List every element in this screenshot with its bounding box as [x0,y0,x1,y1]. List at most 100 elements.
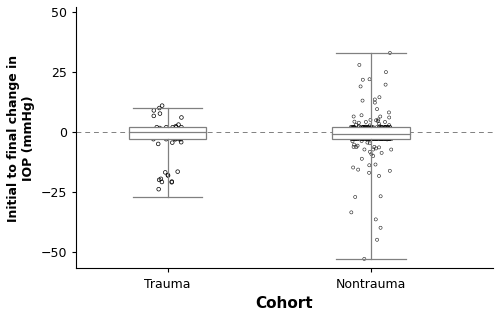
Point [171,127,179,132]
Point [385,122,393,128]
Point [388,133,396,138]
Point [384,129,392,135]
Point [373,136,381,141]
Point [382,127,390,132]
Point [384,125,392,130]
Point [382,70,390,75]
Point [162,134,170,139]
Point [366,141,374,146]
Point [160,128,168,133]
Point [350,142,358,147]
Point [376,225,384,230]
Point [372,217,380,222]
Point [348,128,356,133]
Point [382,133,390,138]
Point [162,170,170,175]
Point [385,115,393,120]
Point [366,137,374,142]
Point [378,150,386,156]
Point [356,84,364,89]
Point [365,170,373,175]
Point [378,137,386,142]
Point [348,139,356,144]
Point [378,133,386,138]
Point [155,177,163,183]
Point [364,137,372,142]
Y-axis label: Initial to final change in
IOP (mmHg): Initial to final change in IOP (mmHg) [7,54,35,222]
Point [385,137,393,142]
Point [370,126,378,131]
Point [357,136,365,141]
Point [370,137,378,142]
Point [358,137,366,142]
Point [175,137,183,142]
Point [350,125,358,130]
Point [380,135,388,140]
Point [177,128,185,133]
Point [354,137,362,142]
Point [352,137,360,142]
Point [374,129,382,135]
Point [372,135,380,140]
Point [349,165,357,170]
Point [388,137,396,142]
Point [382,127,390,132]
Point [348,125,356,130]
Point [377,137,385,142]
Point [157,176,165,181]
Point [350,127,358,132]
Point [374,129,382,134]
Point [168,179,176,184]
Point [350,126,358,131]
Point [174,135,182,141]
Point [368,135,376,140]
Point [366,133,374,138]
Point [386,168,394,173]
Point [348,127,356,132]
Point [356,128,364,133]
Point [369,147,377,152]
Point [386,128,394,134]
Point [379,137,387,142]
Point [376,132,384,137]
Point [358,136,366,142]
Point [360,133,368,138]
Point [168,125,176,130]
Point [374,128,382,133]
Point [350,137,358,142]
Point [365,137,373,142]
Point [156,126,164,131]
Point [164,134,172,139]
Point [364,125,372,130]
Point [150,108,158,113]
Point [353,129,361,135]
Point [352,134,360,139]
Point [367,125,375,130]
Point [168,180,175,185]
Point [381,128,389,133]
Point [372,127,380,132]
Point [369,137,377,142]
Point [368,137,376,142]
Point [380,128,388,133]
Point [162,127,170,132]
Point [176,128,184,133]
Point [359,125,367,130]
Point [369,136,377,142]
Point [358,113,366,118]
Point [384,134,392,139]
Point [352,127,360,132]
Point [368,133,376,138]
Point [350,133,358,138]
Point [150,137,158,142]
Point [358,135,366,140]
Point [156,106,164,111]
Point [382,136,390,142]
Point [358,132,366,137]
Point [174,133,182,138]
Point [354,127,362,132]
Point [350,129,358,135]
Point [364,137,372,142]
Point [362,137,370,142]
Point [347,127,355,132]
